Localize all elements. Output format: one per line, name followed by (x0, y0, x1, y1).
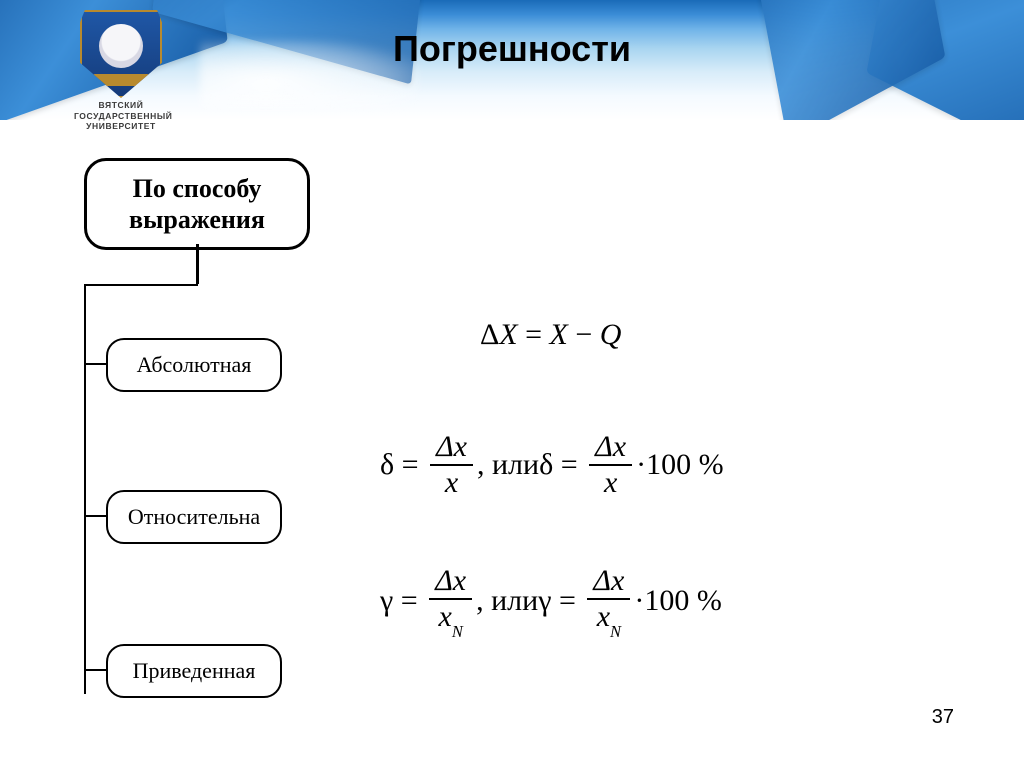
tree-leaf-absolute: Абсолютная (106, 338, 282, 392)
connector-text: , или (476, 586, 538, 616)
fraction: Δx xN (429, 564, 472, 639)
slide-title: Погрешности (0, 28, 1024, 70)
tree-leaf-reduced: Приведенная (106, 644, 282, 698)
formula-absolute: ΔX = X − Q (480, 320, 980, 350)
tree-connector (84, 284, 198, 286)
eq-sign: = (553, 450, 585, 480)
gamma: γ (380, 586, 393, 616)
university-name: ВЯТСКИЙ ГОСУДАРСТВЕННЫЙ УНИВЕРСИТЕТ (74, 100, 168, 132)
percent-tail: ·100 % (634, 586, 721, 616)
root-line: По способу (101, 173, 293, 204)
eq-sign: = (518, 320, 550, 350)
tree-root: По способу выражения (84, 158, 310, 250)
delta-lower: δ (380, 450, 394, 480)
fraction: Δx x (589, 430, 632, 500)
uni-name-line: ВЯТСКИЙ (74, 100, 168, 111)
uni-name-line: ГОСУДАРСТВЕННЫЙ (74, 111, 168, 122)
page-number: 37 (932, 706, 954, 729)
eq-sign: = (394, 450, 426, 480)
classification-tree: По способу выражения Абсолютная Относите… (42, 158, 310, 718)
tree-connector (84, 669, 106, 671)
var-Q: Q (600, 320, 622, 350)
uni-name-line: УНИВЕРСИТЕТ (74, 121, 168, 132)
gamma: γ (538, 586, 551, 616)
eq-sign: = (551, 586, 583, 616)
delta-lower: δ (539, 450, 553, 480)
var-X: X (550, 320, 568, 350)
leaf-label: Относительна (128, 504, 260, 529)
fraction: Δx x (430, 430, 473, 500)
tree-leaf-relative: Относительна (106, 490, 282, 544)
percent-tail: ·100 % (636, 450, 723, 480)
fraction: Δx xN (587, 564, 630, 639)
eq-sign: = (393, 586, 425, 616)
tree-connector (84, 284, 86, 694)
connector-text: , или (477, 450, 539, 480)
formula-relative: δ = Δx x , или δ = Δx x ·100 % (380, 430, 980, 500)
leaf-label: Абсолютная (137, 352, 252, 377)
tree-connector (84, 515, 106, 517)
delta-upper: Δ (480, 320, 499, 350)
formula-reduced: γ = Δx xN , или γ = Δx xN ·100 % (380, 564, 980, 639)
minus-sign: − (568, 320, 600, 350)
var-X: X (499, 320, 517, 350)
leaf-label: Приведенная (133, 658, 256, 683)
tree-connector (196, 244, 199, 284)
tree-connector (84, 363, 106, 365)
formulas-block: ΔX = X − Q δ = Δx x , или δ = Δx x ·100 … (380, 320, 980, 639)
root-line: выражения (101, 204, 293, 235)
